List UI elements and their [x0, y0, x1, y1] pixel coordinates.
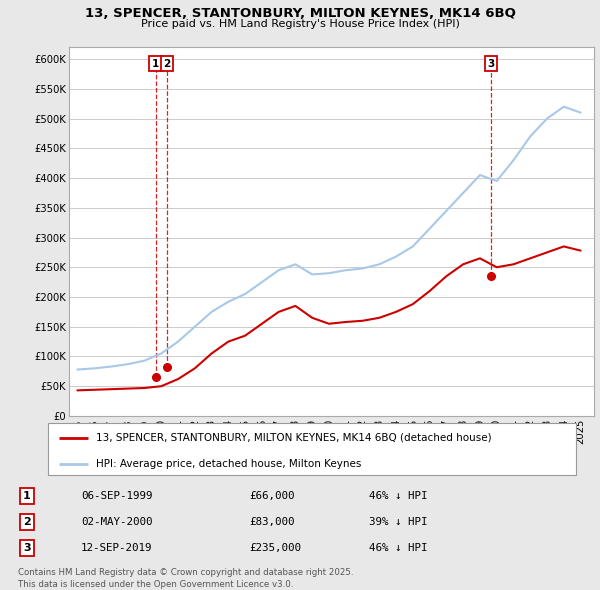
Text: 2: 2	[23, 517, 31, 527]
Text: 13, SPENCER, STANTONBURY, MILTON KEYNES, MK14 6BQ (detached house): 13, SPENCER, STANTONBURY, MILTON KEYNES,…	[95, 432, 491, 442]
Text: 06-SEP-1999: 06-SEP-1999	[81, 491, 152, 501]
Text: HPI: Average price, detached house, Milton Keynes: HPI: Average price, detached house, Milt…	[95, 458, 361, 468]
Text: £235,000: £235,000	[249, 543, 301, 553]
Text: £66,000: £66,000	[249, 491, 295, 501]
FancyBboxPatch shape	[48, 423, 576, 475]
Text: 1: 1	[23, 491, 31, 501]
Text: 02-MAY-2000: 02-MAY-2000	[81, 517, 152, 527]
Text: 3: 3	[23, 543, 31, 553]
Text: 46% ↓ HPI: 46% ↓ HPI	[369, 491, 427, 501]
Text: 13, SPENCER, STANTONBURY, MILTON KEYNES, MK14 6BQ: 13, SPENCER, STANTONBURY, MILTON KEYNES,…	[85, 7, 515, 20]
Text: 3: 3	[488, 59, 495, 69]
Text: 2: 2	[163, 59, 170, 69]
Text: Contains HM Land Registry data © Crown copyright and database right 2025.
This d: Contains HM Land Registry data © Crown c…	[18, 568, 353, 589]
Text: 39% ↓ HPI: 39% ↓ HPI	[369, 517, 427, 527]
Text: 12-SEP-2019: 12-SEP-2019	[81, 543, 152, 553]
Text: Price paid vs. HM Land Registry's House Price Index (HPI): Price paid vs. HM Land Registry's House …	[140, 19, 460, 29]
Text: 1: 1	[152, 59, 160, 69]
Text: £83,000: £83,000	[249, 517, 295, 527]
Text: 46% ↓ HPI: 46% ↓ HPI	[369, 543, 427, 553]
